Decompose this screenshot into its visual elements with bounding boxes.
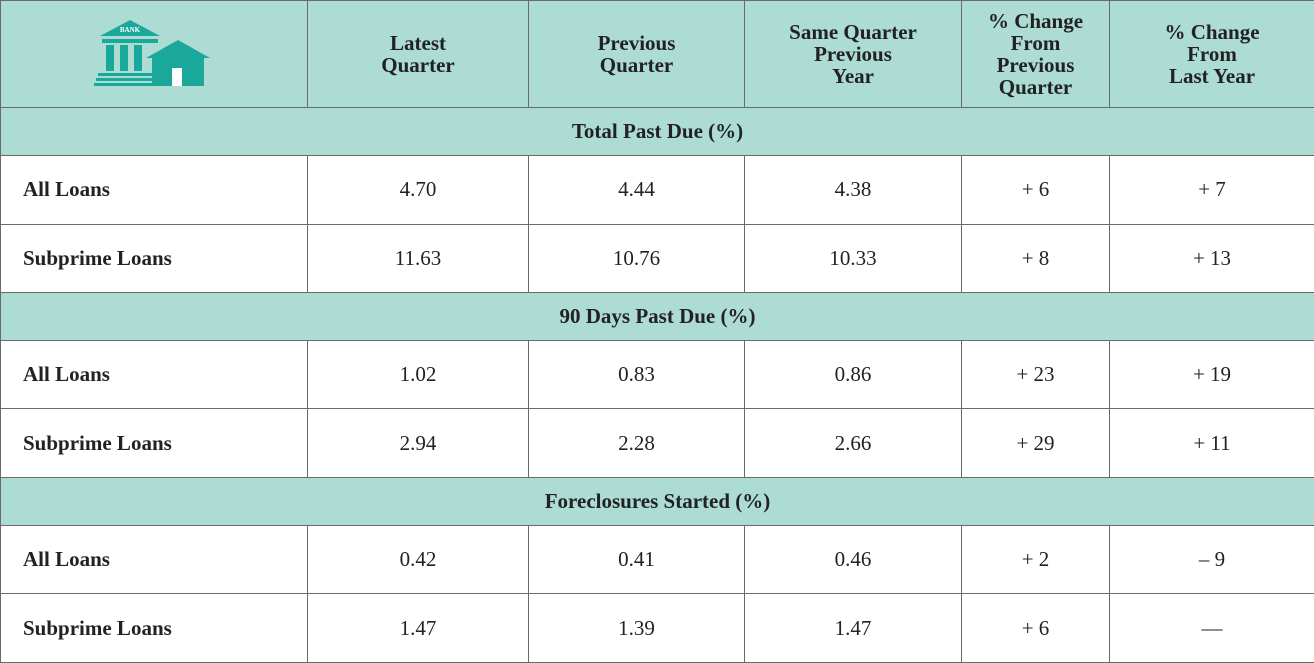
cell-value: 10.76 <box>528 223 745 293</box>
column-header: % Change From Previous Quarter <box>961 0 1110 108</box>
section-row: 90 Days Past Due (%) <box>0 291 1314 342</box>
cell-value: 1.47 <box>744 593 962 663</box>
cell-value: + 23 <box>961 339 1110 410</box>
cell-value: 1.02 <box>307 339 529 410</box>
column-header: Latest Quarter <box>307 0 529 108</box>
column-header: % Change From Last Year <box>1109 0 1314 108</box>
data-row: Subprime Loans 1.47 1.39 1.47 + 6— <box>0 593 1314 663</box>
cell-value: 0.42 <box>307 524 529 595</box>
section-title: Foreclosures Started (%) <box>0 476 1314 526</box>
header-line: Latest <box>390 31 446 55</box>
column-header: Previous Quarter <box>528 0 745 108</box>
cell-value: 0.86 <box>744 339 962 410</box>
header-line: Previous <box>814 42 892 66</box>
logo-label: BANK <box>120 26 141 34</box>
cell-value: + 29 <box>961 408 1110 478</box>
cell-value: + 7 <box>1109 155 1314 225</box>
header-line: From Previous <box>996 31 1075 77</box>
cell-value: + 8 <box>961 223 1110 293</box>
data-row: Subprime Loans 11.63 10.76 10.33 + 8 + 13 <box>0 223 1314 293</box>
cell-value: 4.70 <box>307 155 529 225</box>
header-line: % Change <box>1164 20 1260 44</box>
cell-value: + 6 <box>961 155 1110 225</box>
table-body: Total Past Due (%) All Loans 4.70 4.44 4.38 +… <box>0 106 1314 663</box>
cell-value: 1.39 <box>528 593 745 663</box>
cell-value: 11.63 <box>307 223 529 293</box>
row-label: All Loans <box>0 524 308 595</box>
data-row: Subprime Loans 2.94 2.28 2.66 + 29 + 11 <box>0 408 1314 478</box>
row-label: Subprime Loans <box>0 223 308 293</box>
cell-value: 10.33 <box>744 223 962 293</box>
header-line: Previous <box>597 31 676 55</box>
section-row: Total Past Due (%) <box>0 106 1314 157</box>
header-line: Year <box>832 64 874 88</box>
header-line: Last Year <box>1168 64 1256 88</box>
header-line: From <box>1187 42 1237 66</box>
table-header: BANK Latest Quarter Previous Quarter Same Qu… <box>0 0 1314 108</box>
data-row: All Loans 4.70 4.44 4.38 + 6 + 7 <box>0 155 1314 225</box>
cell-value: + 11 <box>1109 408 1314 478</box>
column-header: Same Quarter Previous Year <box>744 0 962 108</box>
cell-value: 2.94 <box>307 408 529 478</box>
cell-value: + 19 <box>1109 339 1314 410</box>
cell-value: 0.41 <box>528 524 745 595</box>
bank-icon: BANK <box>94 20 210 86</box>
cell-value: + 2 <box>961 524 1110 595</box>
section-title: Total Past Due (%) <box>0 106 1314 157</box>
row-label: All Loans <box>0 155 308 225</box>
data-row: All Loans 0.42 0.41 0.46 + 2– 9 <box>0 524 1314 595</box>
header-line: Quarter <box>599 53 674 77</box>
cell-value: 4.38 <box>744 155 962 225</box>
cell-value: — <box>1109 593 1314 663</box>
header-line: Same Quarter <box>789 20 917 44</box>
cell-value: + 13 <box>1109 223 1314 293</box>
section-title: 90 Days Past Due (%) <box>0 291 1314 342</box>
logo-cell: BANK <box>0 0 308 108</box>
row-label: Subprime Loans <box>0 408 308 478</box>
cell-value: + 6 <box>961 593 1110 663</box>
cell-value: 0.46 <box>744 524 962 595</box>
cell-value: 0.83 <box>528 339 745 410</box>
cell-value: 4.44 <box>528 155 745 225</box>
data-row: All Loans 1.02 0.83 0.86 + 23 + 19 <box>0 339 1314 410</box>
row-label: Subprime Loans <box>0 593 308 663</box>
cell-value: 2.66 <box>744 408 962 478</box>
cell-value: 2.28 <box>528 408 745 478</box>
cell-value: 1.47 <box>307 593 529 663</box>
cell-value: – 9 <box>1109 524 1314 595</box>
header-line: Quarter <box>381 53 455 77</box>
header-line: % Change <box>987 9 1084 33</box>
header-row: BANK Latest Quarter Previous Quarter Same Qu… <box>0 0 1314 108</box>
section-row: Foreclosures Started (%) <box>0 476 1314 526</box>
row-label: All Loans <box>0 339 308 410</box>
header-line: Quarter <box>998 75 1073 99</box>
